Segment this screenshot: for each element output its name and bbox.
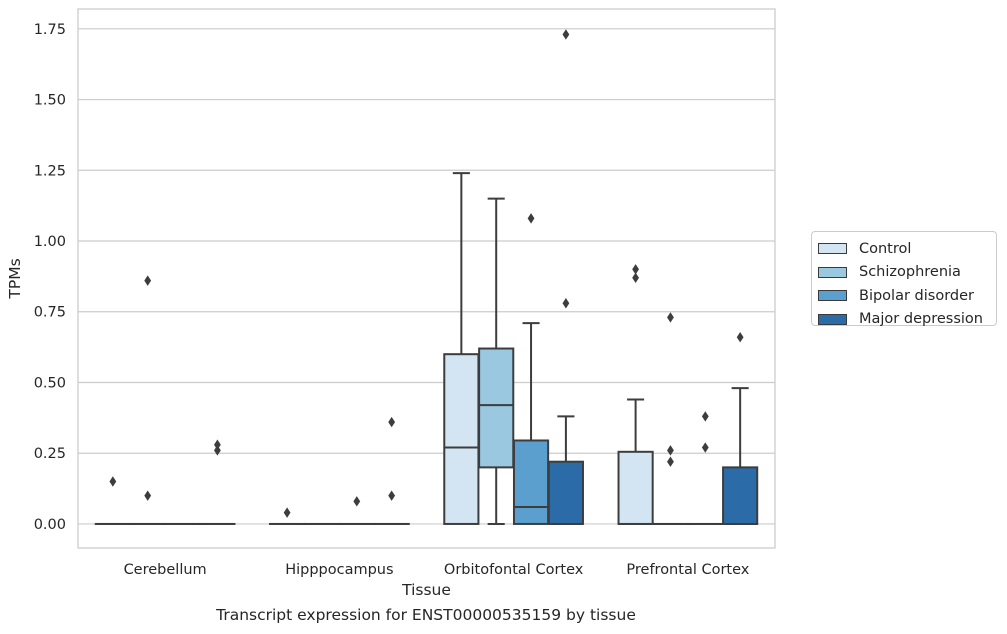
box-series [94, 29, 759, 525]
series-control [94, 172, 654, 525]
box-schizophrenia-cerebellum [129, 275, 166, 525]
y-tick-label: 0.25 [34, 446, 66, 462]
y-axis-label: TPMs [6, 258, 24, 299]
y-tick-label: 0.00 [34, 517, 66, 533]
box-major-depression-prefrontal-cortex [722, 332, 759, 525]
y-tick-labels: 0.00 0.25 0.50 0.75 1.00 1.25 1.50 1.75 [34, 22, 66, 533]
outlier-point [214, 439, 221, 450]
x-tick-label: Hipppocampus [285, 562, 393, 578]
legend-label-bipolar-disorder: Bipolar disorder [859, 287, 974, 304]
outlier-point [144, 490, 152, 501]
y-tick-label: 0.50 [34, 375, 66, 391]
legend-swatch-control [818, 243, 847, 255]
outlier-point [144, 275, 152, 286]
legend-item-control: Control [818, 237, 996, 261]
y-tick-label: 1.75 [34, 22, 66, 38]
outlier-point [701, 442, 709, 453]
y-tick-label: 1.00 [34, 234, 66, 250]
box-schizophrenia-prefrontal-cortex [652, 312, 689, 525]
outlier-point [562, 298, 570, 309]
legend-item-major-depression: Major depression [818, 308, 996, 332]
box-control-prefrontal-cortex [617, 264, 654, 525]
y-tick-label: 1.50 [34, 93, 66, 109]
legend-swatch-schizophrenia [818, 266, 847, 278]
outlier-point [667, 445, 674, 456]
box-bipolar-disorder-hipppocampus [338, 496, 375, 525]
x-tick-label: Orbitofontal Cortex [444, 562, 584, 578]
outlier-point [353, 496, 361, 507]
outlier-point [283, 507, 291, 518]
box-bipolar-disorder-prefrontal-cortex [687, 411, 724, 525]
legend-label-schizophrenia: Schizophrenia [859, 264, 961, 281]
outlier-point [562, 29, 570, 40]
y-tick-label: 0.75 [34, 305, 66, 321]
legend-item-schizophrenia: Schizophrenia [818, 261, 996, 285]
legend-swatch-major-depression [818, 313, 847, 325]
outlier-point [667, 312, 674, 323]
box-iqr [547, 460, 584, 525]
box-iqr [617, 450, 654, 525]
box-major-depression-hipppocampus [373, 416, 410, 525]
box-schizophrenia-orbitofontal-cortex [478, 197, 515, 525]
box-control-orbitofontal-cortex [443, 172, 480, 525]
outlier-point [214, 445, 221, 456]
legend-swatch-bipolar-disorder [818, 290, 847, 302]
x-tick-labels: Cerebellum Hipppocampus Orbitofontal Corte… [124, 562, 750, 578]
legend: Control Schizophrenia Bipolar disorder M… [811, 231, 997, 327]
outlier-point [736, 332, 744, 343]
series-major-depression [199, 29, 759, 525]
outlier-point [701, 411, 709, 422]
box-iqr [512, 439, 550, 525]
x-axis-label: Tissue [401, 581, 451, 599]
outlier-point [632, 264, 639, 275]
legend-item-bipolar-disorder: Bipolar disorder [818, 284, 996, 308]
box-major-depression-orbitofontal-cortex [547, 29, 584, 525]
box-iqr [478, 347, 515, 469]
outlier-point [667, 456, 674, 467]
box-iqr [443, 353, 480, 525]
x-tick-label: Prefrontal Cortex [626, 562, 749, 578]
box-iqr [722, 466, 759, 525]
y-tick-label: 1.25 [34, 163, 66, 179]
outlier-point [109, 476, 117, 487]
outlier-point [527, 213, 535, 224]
outlier-point [632, 272, 639, 283]
legend-label-major-depression: Major depression [859, 311, 983, 328]
plot-frame [77, 8, 776, 549]
outlier-point [388, 490, 396, 501]
chart-caption: Transcript expression for ENST0000053515… [216, 606, 636, 624]
box-major-depression-cerebellum [199, 439, 236, 525]
legend-label-control: Control [859, 240, 912, 257]
box-bipolar-disorder-orbitofontal-cortex [512, 213, 550, 525]
series-schizophrenia [129, 197, 689, 525]
x-tick-label: Cerebellum [124, 562, 207, 578]
series-bipolar-disorder [164, 213, 724, 525]
outlier-point [388, 416, 396, 428]
